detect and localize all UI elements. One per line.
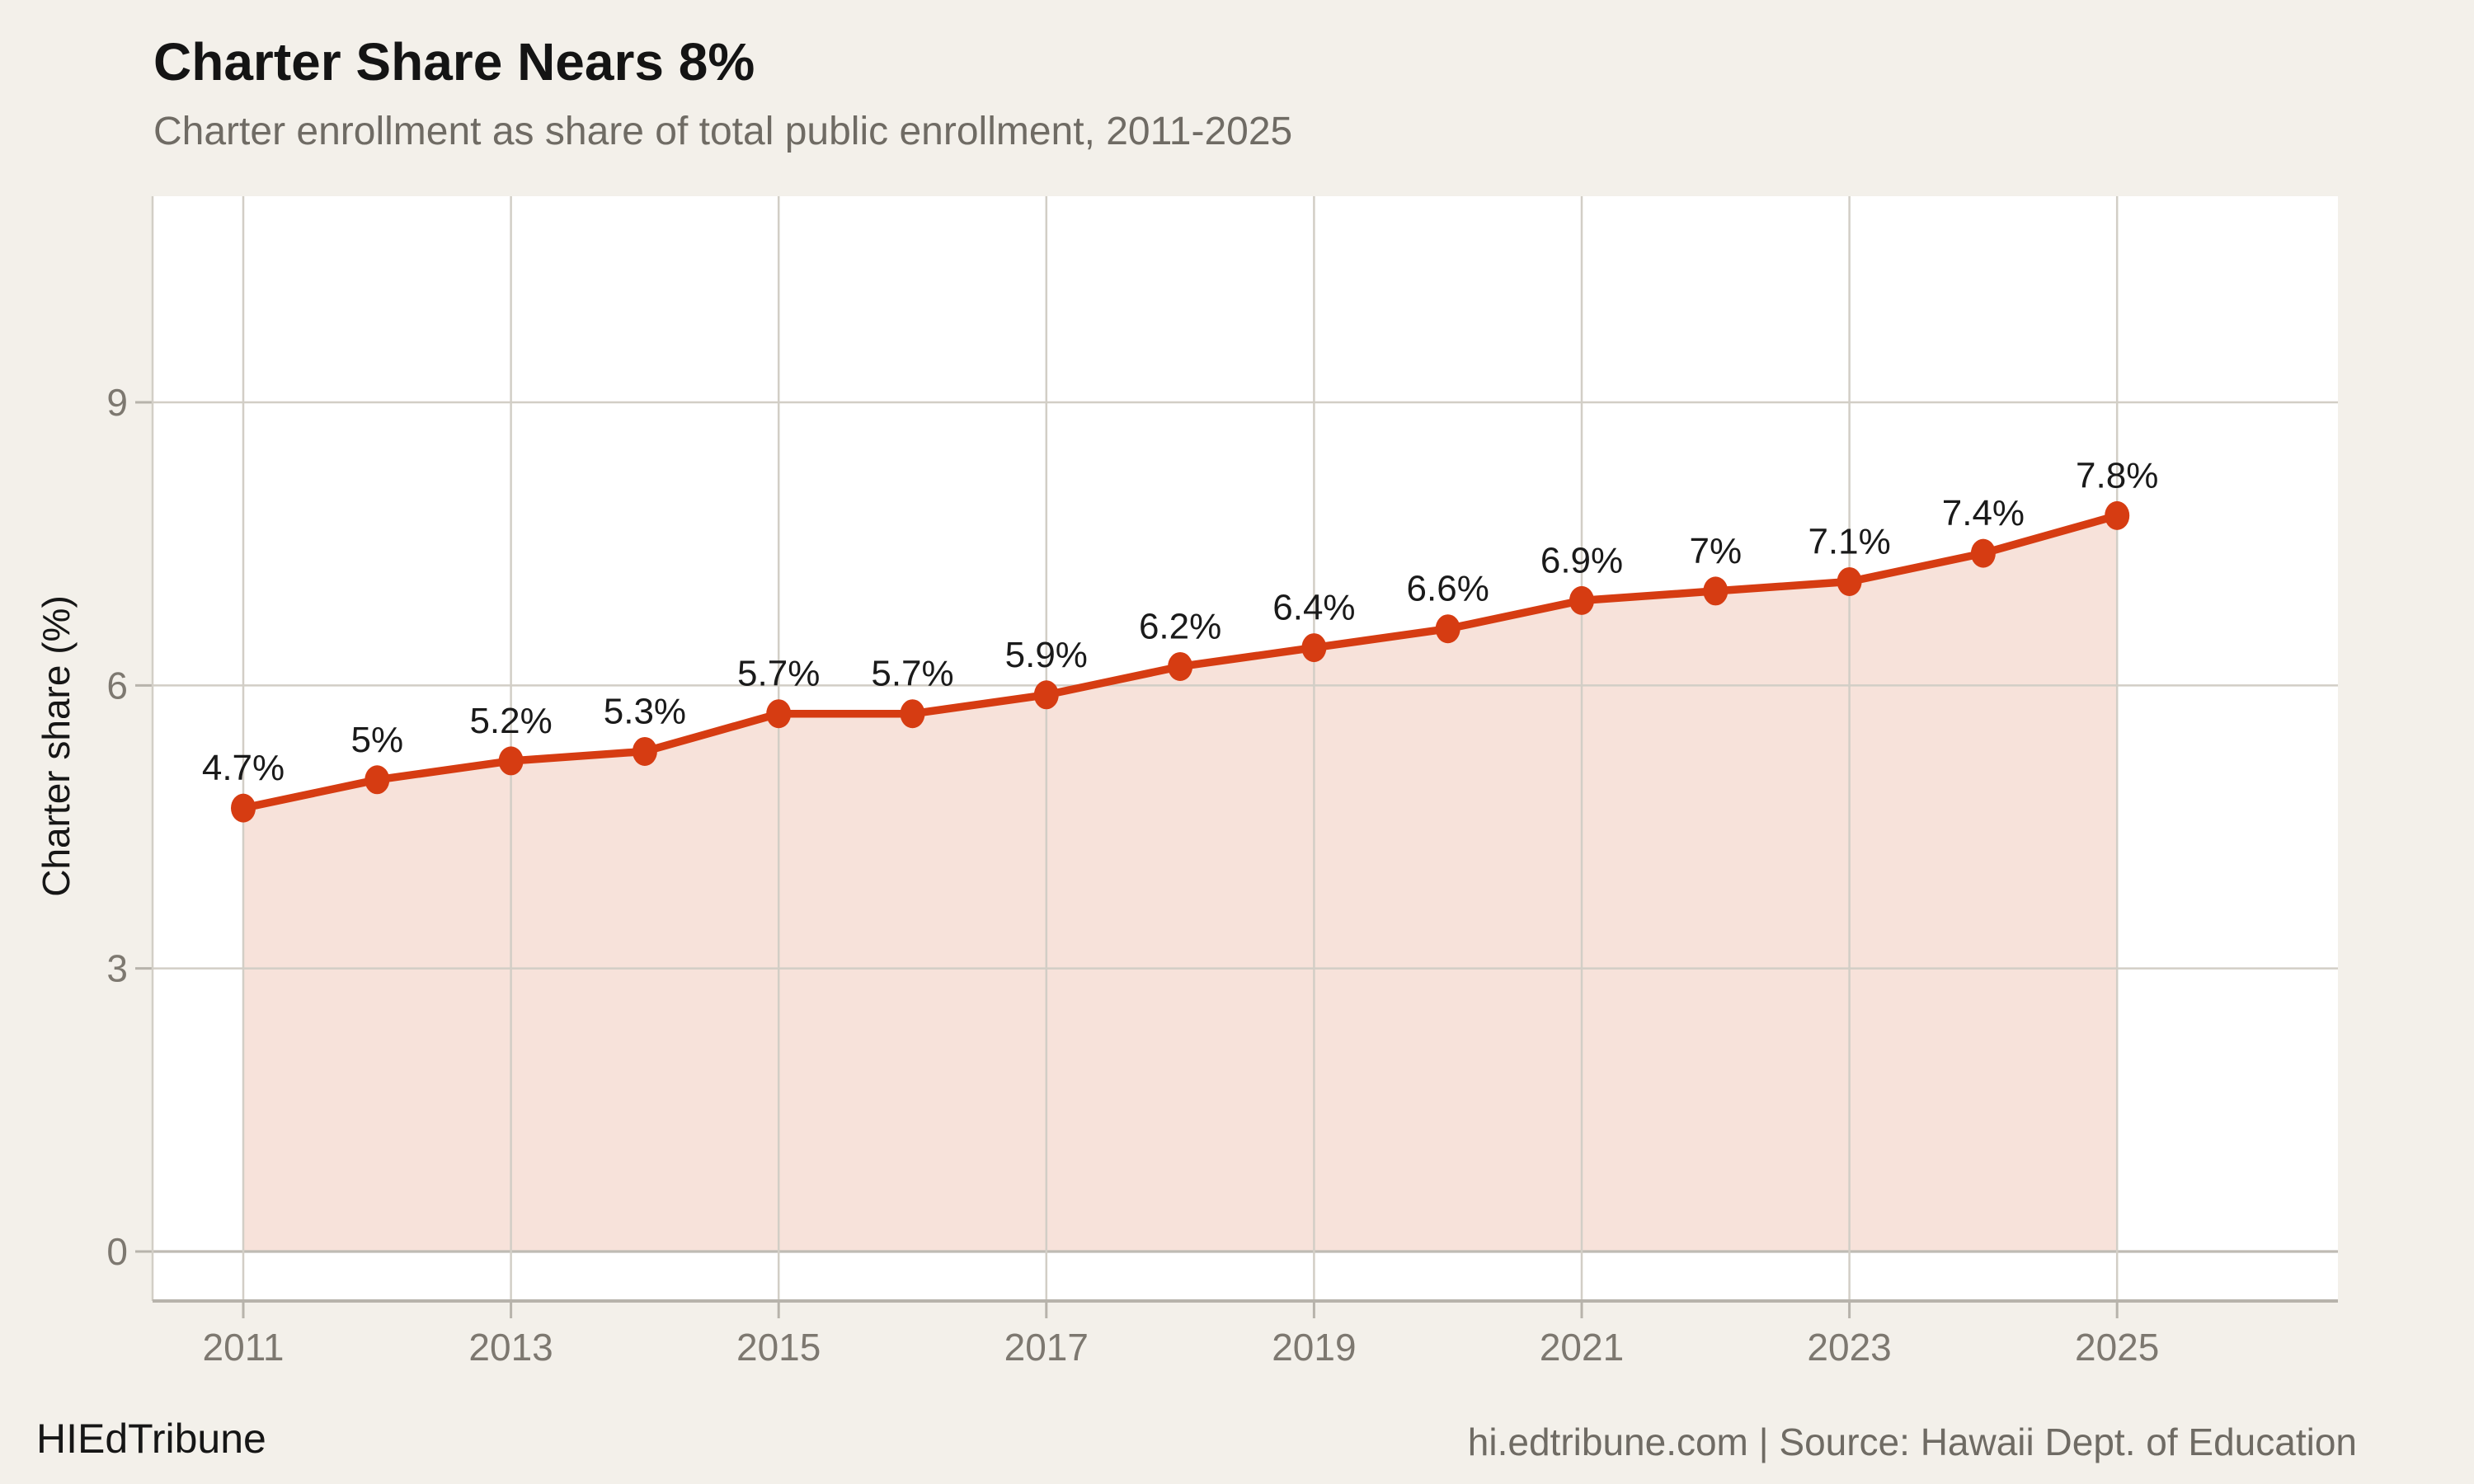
y-axis-title: Charter share (%) <box>35 595 78 897</box>
data-point-2019 <box>1301 633 1327 663</box>
data-point-2018 <box>1168 651 1193 681</box>
data-label-2021: 6.9% <box>1540 540 1623 580</box>
x-tick-label-2021: 2021 <box>1540 1326 1624 1369</box>
data-label-2018: 6.2% <box>1139 606 1221 646</box>
data-label-2019: 6.4% <box>1272 588 1355 628</box>
y-tick-label-0: 0 <box>106 1230 128 1273</box>
area-fill <box>243 515 2118 1252</box>
data-point-2021 <box>1569 585 1594 615</box>
data-point-2020 <box>1435 614 1460 644</box>
data-point-2023 <box>1837 566 1862 596</box>
data-point-2012 <box>365 765 390 795</box>
data-point-2022 <box>1703 576 1729 606</box>
x-tick-label-2023: 2023 <box>1807 1326 1891 1369</box>
data-label-2022: 7% <box>1690 531 1743 571</box>
data-label-2024: 7.4% <box>1942 493 2025 533</box>
x-tick-label-2017: 2017 <box>1004 1326 1089 1369</box>
data-point-2024 <box>1970 538 1996 568</box>
data-point-2013 <box>498 746 524 776</box>
x-tick-label-2013: 2013 <box>468 1326 553 1369</box>
data-label-2014: 5.3% <box>604 691 686 731</box>
data-point-2015 <box>766 699 792 729</box>
data-label-2016: 5.7% <box>871 654 953 694</box>
data-label-2020: 6.6% <box>1407 569 1489 609</box>
data-point-2016 <box>900 699 925 729</box>
chart-title: Charter Share Nears 8% <box>153 32 755 92</box>
data-label-2017: 5.9% <box>1005 635 1088 675</box>
x-tick-label-2025: 2025 <box>2075 1326 2159 1369</box>
data-label-2012: 5% <box>351 720 404 760</box>
data-label-2013: 5.2% <box>469 701 552 741</box>
x-tick-label-2019: 2019 <box>1272 1326 1356 1369</box>
data-label-2015: 5.7% <box>737 654 820 694</box>
chart-subtitle: Charter enrollment as share of total pub… <box>153 110 1293 153</box>
brand-footer: HIEdTribune <box>36 1416 266 1462</box>
y-tick-label-3: 3 <box>106 947 128 990</box>
x-tick-label-2015: 2015 <box>736 1326 821 1369</box>
data-point-2014 <box>632 736 657 766</box>
y-tick-label-9: 9 <box>106 381 128 424</box>
data-point-2011 <box>231 793 256 823</box>
y-tick-label-6: 6 <box>106 664 128 707</box>
data-label-2023: 7.1% <box>1808 521 1890 561</box>
data-label-2011: 4.7% <box>202 748 285 788</box>
data-label-2025: 7.8% <box>2076 455 2158 495</box>
source-attribution: hi.edtribune.com | Source: Hawaii Dept. … <box>1467 1421 2357 1463</box>
data-point-2025 <box>2105 500 2130 530</box>
x-tick-label-2011: 2011 <box>203 1326 285 1369</box>
data-point-2017 <box>1033 680 1059 710</box>
